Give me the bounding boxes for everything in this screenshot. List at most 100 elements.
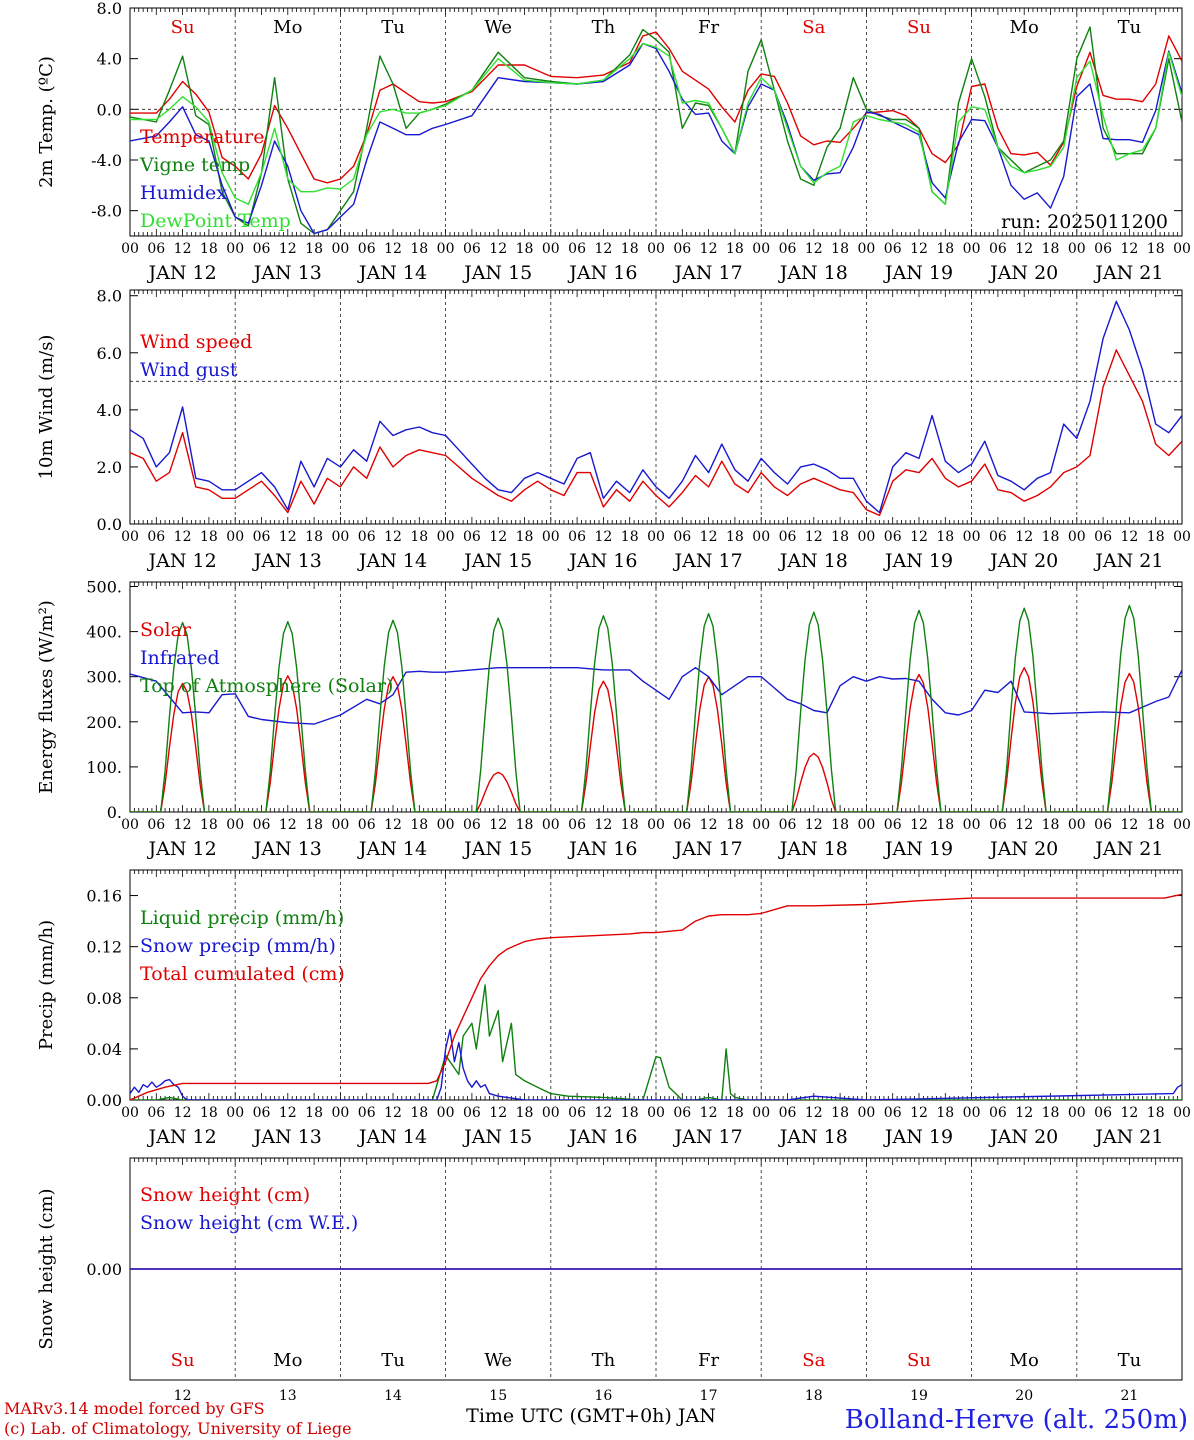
x-hour-label: 06 [463,529,481,545]
day-number-label: 19 [910,1388,928,1404]
x-hour-label: 00 [121,1105,139,1121]
x-date-label: JAN 15 [462,838,532,860]
x-date-label: JAN 14 [357,550,427,572]
x-date-label: JAN 21 [1093,1126,1163,1148]
x-hour-label: 06 [989,529,1007,545]
x-hour-label: 18 [726,529,744,545]
x-date-label: JAN 16 [567,262,637,284]
x-hour-label: 06 [147,817,165,833]
x-hour-label: 06 [989,241,1007,257]
x-hour-label: 06 [779,241,797,257]
x-hour-label: 12 [805,817,823,833]
x-hour-label: 00 [1173,529,1191,545]
y-tick-label: 300. [86,668,122,687]
x-hour-label: 06 [884,1105,902,1121]
x-hour-label: 18 [936,529,954,545]
series-line-wind-speed [130,349,1182,517]
legend-entry: Snow height (cm W.E.) [140,1212,358,1234]
x-hour-label: 00 [121,241,139,257]
legend-entry: Vigne temp [139,154,250,176]
weekday-label: Sa [802,1350,825,1371]
x-date-label: JAN 16 [567,838,637,860]
y-tick-label: -4.0 [91,151,122,170]
x-hour-label: 18 [516,1105,534,1121]
x-date-label: JAN 14 [357,262,427,284]
y-tick-label: 0.00 [86,1260,122,1279]
weekday-label: Tu [1118,1350,1142,1371]
x-date-label: JAN 18 [778,1126,848,1148]
x-date-label: JAN 16 [567,1126,637,1148]
x-hour-label: 12 [174,529,192,545]
x-hour-label: 06 [463,1105,481,1121]
x-hour-label: 12 [384,241,402,257]
y-axis-title: Snow height (cm) [36,1188,57,1349]
x-hour-label: 06 [989,1105,1007,1121]
x-hour-label: 12 [594,241,612,257]
x-hour-label: 18 [621,529,639,545]
day-number-label: 14 [384,1388,402,1404]
weekday-label: Fr [698,1350,719,1371]
x-date-label: JAN 19 [883,1126,953,1148]
x-date-label: JAN 17 [673,838,743,860]
x-hour-label: 12 [279,1105,297,1121]
y-tick-label: 0.08 [86,989,122,1008]
x-hour-label: 06 [884,241,902,257]
x-hour-label: 12 [805,529,823,545]
x-hour-label: 00 [857,1105,875,1121]
x-hour-label: 00 [647,529,665,545]
panel-temp: 8.0 4.0 0.0 -4.0 -8.0 2m Temp. (ºC) Temperatur… [36,0,1191,284]
weekday-label: Th [592,1350,616,1371]
x-hour-label: 18 [1042,241,1060,257]
x-date-label: JAN 19 [883,838,953,860]
x-hour-label: 00 [542,817,560,833]
series-line-wind-gust [130,300,1182,514]
x-hour-label: 18 [726,241,744,257]
x-hour-label: 06 [673,529,691,545]
x-hour-label: 00 [226,817,244,833]
x-hour-label: 00 [647,241,665,257]
legend-entry: Total cumulated (cm) [140,963,345,985]
legend-entry: Liquid precip (mm/h) [140,907,344,929]
panel-snow: 0.00 Snow height (cm) Snow height (cm) Snow… [36,1157,1183,1404]
x-hour-label: 00 [752,241,770,257]
x-hour-label: 12 [1120,241,1138,257]
y-tick-label: 0. [107,803,122,822]
x-hour-label: 18 [726,817,744,833]
x-hour-label: 00 [963,817,981,833]
x-hour-label: 06 [1094,1105,1112,1121]
day-number-label: 17 [700,1388,718,1404]
x-hour-label: 12 [489,241,507,257]
day-number-label: 21 [1120,1388,1138,1404]
x-date-label: JAN 16 [567,550,637,572]
x-hour-label: 18 [936,1105,954,1121]
x-hour-label: 18 [516,529,534,545]
x-hour-label: 12 [489,817,507,833]
x-hour-label: 00 [647,1105,665,1121]
weekday-label: Sa [802,17,825,38]
series-line-snow-precip-mm-h- [130,1028,1182,1100]
x-hour-label: 00 [437,817,455,833]
series-line-temperature [130,31,1182,184]
x-hour-label: 06 [253,1105,271,1121]
x-hour-label: 00 [857,817,875,833]
y-tick-label: 4.0 [97,401,122,420]
x-hour-label: 18 [305,1105,323,1121]
legend-entry: Humidex [140,182,227,204]
x-date-label: JAN 21 [1093,262,1163,284]
x-hour-label: 00 [226,241,244,257]
x-hour-label: 18 [410,241,428,257]
meteogram-panels: 8.0 4.0 0.0 -4.0 -8.0 2m Temp. (ºC) Temperatur… [36,0,1191,1404]
x-date-label: JAN 17 [673,550,743,572]
legend-entry: Snow height (cm) [140,1184,310,1206]
x-hour-label: 06 [673,241,691,257]
x-hour-label: 18 [831,1105,849,1121]
x-hour-label: 00 [963,241,981,257]
x-hour-label: 00 [963,529,981,545]
x-hour-label: 06 [779,529,797,545]
x-hour-label: 06 [253,529,271,545]
weekday-label: Tu [1118,17,1142,38]
x-date-label: JAN 12 [147,1126,217,1148]
x-hour-label: 12 [1015,241,1033,257]
y-axis-title: 2m Temp. (ºC) [36,56,57,188]
x-hour-label: 18 [1147,241,1165,257]
